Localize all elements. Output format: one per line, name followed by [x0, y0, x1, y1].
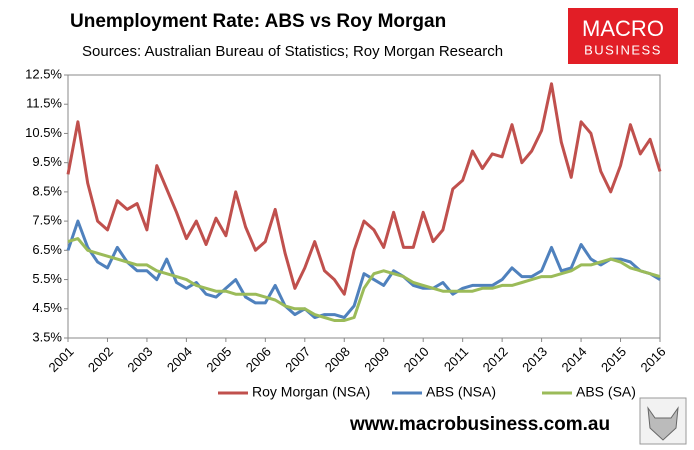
logo-line2: BUSINESS — [584, 42, 662, 57]
x-tick-label: 2007 — [282, 344, 313, 375]
chart-subtitle: Sources: Australian Bureau of Statistics… — [82, 43, 503, 60]
x-tick-label: 2016 — [637, 344, 668, 375]
x-tick-label: 2010 — [401, 344, 432, 375]
x-tick-label: 2012 — [480, 344, 511, 375]
y-tick-label: 4.5% — [32, 300, 62, 315]
chart-title: Unemployment Rate: ABS vs Roy Morgan — [70, 11, 446, 32]
x-tick-label: 2013 — [519, 344, 550, 375]
logo-line1: MACRO — [582, 16, 664, 41]
x-tick-label: 2001 — [45, 344, 76, 375]
x-tick-label: 2004 — [164, 344, 195, 375]
legend-label: ABS (NSA) — [426, 384, 496, 400]
x-tick-label: 2008 — [322, 344, 353, 375]
icon-wolf — [647, 406, 679, 441]
legend-label: Roy Morgan (NSA) — [252, 384, 370, 400]
x-tick-label: 2009 — [361, 344, 392, 375]
plot-frame — [67, 74, 661, 339]
x-tick-label: 2003 — [124, 344, 155, 375]
y-tick-label: 3.5% — [32, 329, 62, 344]
y-tick-label: 8.5% — [32, 183, 62, 198]
y-tick-label: 10.5% — [25, 125, 62, 140]
series-line — [66, 82, 662, 296]
legend-label: ABS (SA) — [576, 384, 636, 400]
x-tick-label: 2002 — [85, 344, 116, 375]
y-tick-label: 5.5% — [32, 271, 62, 286]
y-tick-label: 11.5% — [26, 96, 62, 111]
logo: MACRO BUSINESS — [568, 8, 678, 64]
x-tick-label: 2015 — [598, 344, 629, 375]
logo-box — [568, 8, 678, 64]
y-tick-label: 9.5% — [32, 154, 62, 169]
x-tick-label: 2011 — [441, 344, 471, 374]
x-tick-label: 2005 — [203, 344, 234, 375]
x-tick-label: 2006 — [243, 344, 274, 375]
y-tick-label: 6.5% — [32, 242, 62, 257]
series-line — [67, 237, 661, 322]
wolf-icon — [639, 397, 687, 445]
y-tick-label: 12.5% — [25, 66, 62, 81]
y-tick-label: 7.5% — [32, 213, 62, 228]
x-tick-label: 2014 — [559, 344, 590, 375]
series-line — [66, 219, 661, 319]
footer-website: www.macrobusiness.com.au — [349, 414, 610, 435]
